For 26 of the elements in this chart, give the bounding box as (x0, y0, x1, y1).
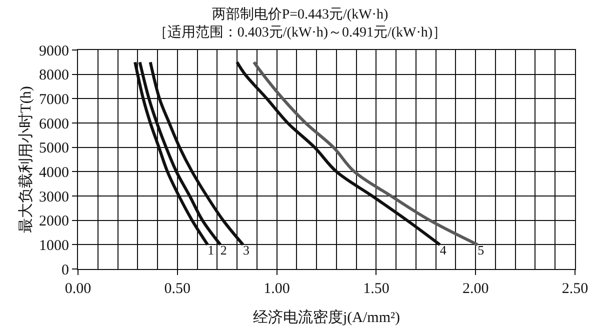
y-tick-label: 2000 (39, 214, 69, 230)
series-label: 2 (220, 242, 227, 258)
line-series (252, 60, 480, 246)
y-axis-title: 最大负载利用小时T(h) (17, 86, 34, 233)
x-axis-title: 经济电流密度j(A/mm²) (253, 309, 400, 326)
series-label: 4 (440, 242, 447, 258)
y-tick-label: 1000 (39, 238, 69, 254)
y-tick-label: 0 (62, 262, 69, 278)
series-label: 3 (243, 242, 250, 258)
x-tick-label: 2.00 (462, 281, 489, 297)
x-tick-label: 0.00 (64, 281, 92, 297)
y-tick-label: 6000 (39, 116, 69, 132)
x-tick-label: 1.50 (363, 281, 390, 297)
series-label: 5 (478, 242, 484, 258)
y-tick-label: 3000 (39, 189, 69, 206)
x-tick-label: 0.50 (164, 281, 191, 297)
series-label: 1 (208, 242, 214, 258)
chart-title: 两部制电价P=0.443元/(kW·h) (212, 6, 388, 22)
y-tick-label: 8000 (39, 68, 69, 84)
y-tick-label: 4000 (39, 164, 69, 181)
y-tick-label: 9000 (39, 43, 69, 60)
y-tick-label: 5000 (39, 140, 69, 157)
y-tick-label: 7000 (39, 92, 69, 108)
x-tick-label: 1.00 (264, 281, 290, 297)
chart-subtitle: ［适用范围：0.403元/(kW·h)～0.491元/(kW·h)］ (153, 24, 447, 41)
x-tick-label: 2.50 (562, 281, 588, 297)
